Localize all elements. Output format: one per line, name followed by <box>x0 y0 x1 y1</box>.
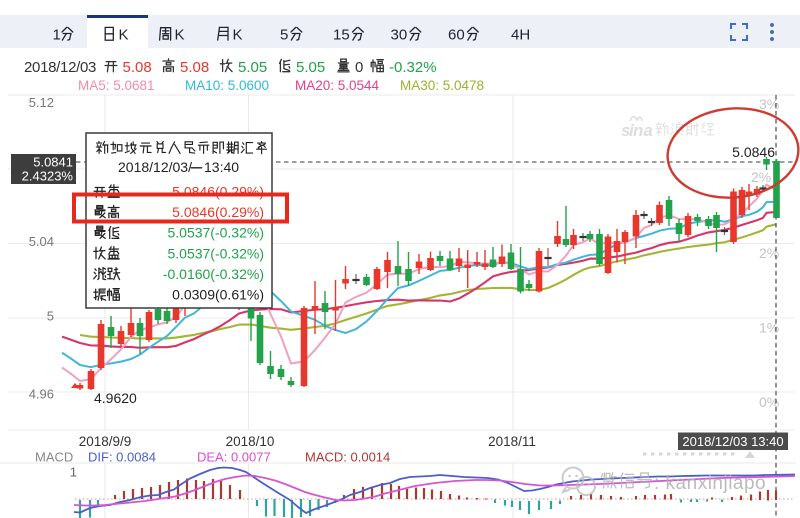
svg-text:1%: 1% <box>759 320 779 336</box>
svg-text:5.0841: 5.0841 <box>33 155 73 170</box>
svg-text:60: 60 <box>448 27 465 44</box>
svg-text:3%: 3% <box>759 96 779 112</box>
svg-text:5.05: 5.05 <box>238 59 267 76</box>
svg-text:1: 1 <box>70 465 77 480</box>
svg-text:MACD: 0.0014: MACD: 0.0014 <box>305 450 390 465</box>
svg-text:na: na <box>633 121 653 140</box>
svg-text:MA30: 5.0478: MA30: 5.0478 <box>400 78 484 93</box>
svg-text:5.08: 5.08 <box>123 59 152 76</box>
svg-text:5.08: 5.08 <box>180 59 209 76</box>
svg-text:5.0846(0.29%): 5.0846(0.29%) <box>172 184 264 200</box>
svg-text:13:40: 13:40 <box>204 159 239 175</box>
svg-text:-0.32%: -0.32% <box>389 59 437 76</box>
svg-text:2018/10: 2018/10 <box>226 434 275 449</box>
svg-text:0.0309(0.61%): 0.0309(0.61%) <box>172 287 264 303</box>
svg-text:K: K <box>175 27 185 44</box>
svg-text:5.12: 5.12 <box>29 95 54 110</box>
svg-text:2%: 2% <box>759 245 779 261</box>
svg-text:5.0846(0.29%): 5.0846(0.29%) <box>172 204 264 220</box>
svg-text:0%: 0% <box>759 394 779 410</box>
svg-text:5.0846: 5.0846 <box>732 144 775 160</box>
svg-text:2.4323%: 2.4323% <box>22 169 74 184</box>
svg-text:5: 5 <box>47 309 54 324</box>
svg-text:2018/12/03 13:40: 2018/12/03 13:40 <box>682 434 783 449</box>
svg-text:5.04: 5.04 <box>29 234 54 249</box>
svg-text:30: 30 <box>391 27 408 44</box>
svg-text:K: K <box>119 27 129 44</box>
svg-text:DEA: 0.0077: DEA: 0.0077 <box>197 450 271 465</box>
svg-text:i: i <box>629 121 635 140</box>
svg-text:2018/9/9: 2018/9/9 <box>79 434 132 449</box>
svg-text:s: s <box>621 121 630 140</box>
svg-text:0: 0 <box>355 59 363 76</box>
svg-text:K: K <box>233 27 243 44</box>
svg-text:2018/12/03: 2018/12/03 <box>24 59 96 76</box>
svg-text:4.96: 4.96 <box>29 387 54 402</box>
svg-text:4H: 4H <box>511 27 530 44</box>
svg-text:15: 15 <box>333 27 350 44</box>
svg-text:DIF: 0.0084: DIF: 0.0084 <box>88 450 156 465</box>
svg-text:MACD: MACD <box>35 450 73 465</box>
svg-text:5.0537(-0.32%): 5.0537(-0.32%) <box>167 245 264 261</box>
svg-text:MA5: 5.0681: MA5: 5.0681 <box>78 78 155 93</box>
svg-text:MA10: 5.0600: MA10: 5.0600 <box>185 78 269 93</box>
svg-text:4.9620: 4.9620 <box>94 390 137 406</box>
svg-text:2018/11: 2018/11 <box>488 434 536 449</box>
svg-text:5.0537(-0.32%): 5.0537(-0.32%) <box>167 225 264 241</box>
svg-text:MA20: 5.0544: MA20: 5.0544 <box>295 78 380 93</box>
svg-text:5.05: 5.05 <box>296 59 325 76</box>
svg-text:-0.0160(-0.32%): -0.0160(-0.32%) <box>163 266 264 282</box>
svg-text:1: 1 <box>53 27 61 44</box>
svg-text:5: 5 <box>280 27 288 44</box>
svg-text:2%: 2% <box>751 169 771 185</box>
svg-text:: kanxinjiapo: : kanxinjiapo <box>654 473 766 494</box>
svg-text:2018/12/03/: 2018/12/03/ <box>118 159 192 175</box>
